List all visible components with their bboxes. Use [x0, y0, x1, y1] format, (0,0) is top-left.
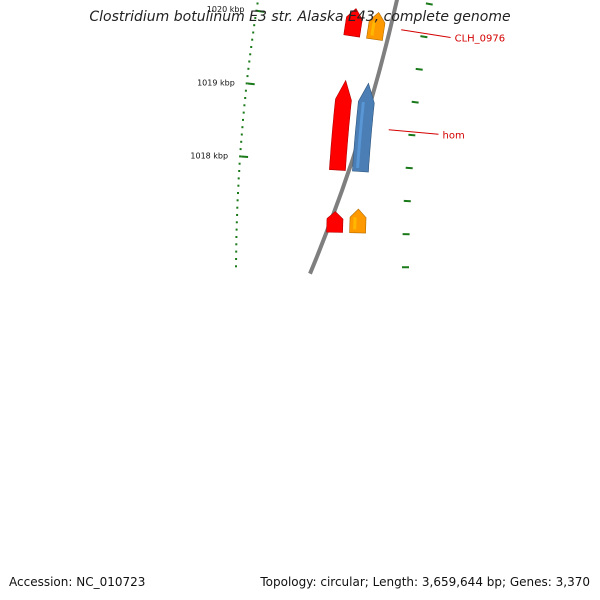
gene-label[interactable]: CLH_0976	[455, 34, 506, 45]
gene-label-leader	[401, 29, 451, 38]
minor-tick-dot	[240, 140, 243, 143]
gene-arrow-highlight	[356, 101, 365, 169]
minor-tick-dot	[239, 148, 242, 151]
gene-arrow[interactable]	[349, 208, 367, 234]
accession-text: Accession: NC_010723	[9, 575, 146, 589]
gene-feature[interactable]	[343, 8, 363, 38]
inner-tick	[425, 2, 433, 6]
minor-tick-dot	[248, 60, 251, 63]
minor-tick-dot	[236, 206, 239, 209]
gene-feature[interactable]	[326, 211, 344, 233]
inner-tick	[405, 166, 413, 170]
minor-tick-dot	[250, 46, 253, 48]
minor-tick-dot	[240, 133, 243, 136]
gene-feature[interactable]	[329, 79, 352, 171]
minor-tick-dot	[241, 126, 244, 129]
gene-arrow[interactable]	[326, 211, 344, 233]
gene-arrow[interactable]	[329, 79, 352, 171]
minor-tick-dot	[238, 162, 241, 165]
tick-label: 1020 kbp	[207, 5, 245, 14]
minor-tick-dot	[237, 192, 239, 194]
backbone-group	[308, 0, 399, 275]
minor-tick-dot	[236, 199, 239, 202]
minor-tick-dot	[251, 38, 254, 41]
gene-label-leader	[388, 129, 439, 135]
gene-arrow-highlight	[347, 17, 353, 33]
genome-summary-text: Topology: circular; Length: 3,659,644 bp…	[260, 575, 590, 589]
inner-tick	[415, 67, 423, 71]
minor-tick-dot	[244, 89, 247, 92]
minor-tick-dot	[235, 243, 238, 246]
minor-tick-dot	[247, 67, 250, 70]
gene-arrow[interactable]	[352, 82, 375, 173]
minor-tick-dot	[237, 177, 240, 180]
minor-tick-dot	[249, 53, 252, 56]
backbone-arc	[308, 0, 399, 275]
minor-tick-dot	[255, 9, 258, 12]
minor-tick-dot	[254, 17, 257, 19]
gene-feature[interactable]	[366, 11, 386, 41]
inner-tick	[411, 100, 419, 104]
minor-tick-dot	[242, 118, 244, 121]
gene-arrow-highlight	[370, 21, 376, 36]
inner-tick	[420, 35, 428, 39]
inner-tick	[408, 133, 416, 137]
minor-tick-dot	[256, 2, 259, 5]
minor-tick-dot	[235, 258, 238, 260]
major-tick	[247, 82, 255, 86]
minor-tick-dot	[252, 31, 255, 34]
minor-tick-dot	[242, 111, 245, 114]
minor-tick-dot	[237, 184, 240, 187]
minor-tick-dots	[235, 2, 259, 268]
major-tick	[257, 9, 265, 13]
minor-tick-dot	[246, 75, 249, 78]
minor-tick-dot	[239, 155, 242, 158]
gene-label[interactable]: hom	[443, 130, 465, 141]
minor-tick-dot	[244, 97, 247, 99]
minor-tick-dot	[235, 250, 238, 253]
minor-tick-dot	[243, 104, 246, 107]
minor-tick-dot	[235, 228, 238, 231]
tick-label: 1019 kbp	[197, 78, 235, 87]
major-tick	[241, 155, 249, 158]
minor-tick-dot	[235, 236, 238, 238]
tick-label: 1018 kbp	[190, 152, 228, 161]
gene-arrow-highlight	[333, 99, 342, 167]
minor-tick-dot	[245, 82, 248, 85]
minor-tick-dot	[238, 170, 241, 172]
gene-features	[326, 8, 386, 234]
minor-tick-dot	[236, 214, 239, 216]
gene-feature[interactable]	[349, 208, 367, 234]
gene-feature[interactable]	[352, 82, 375, 173]
minor-tick-dot	[253, 24, 256, 27]
minor-tick-dot	[235, 221, 238, 224]
minor-tick-dot	[235, 265, 237, 268]
map-title: Clostridium botulinum E3 str. Alaska E43…	[89, 9, 511, 25]
